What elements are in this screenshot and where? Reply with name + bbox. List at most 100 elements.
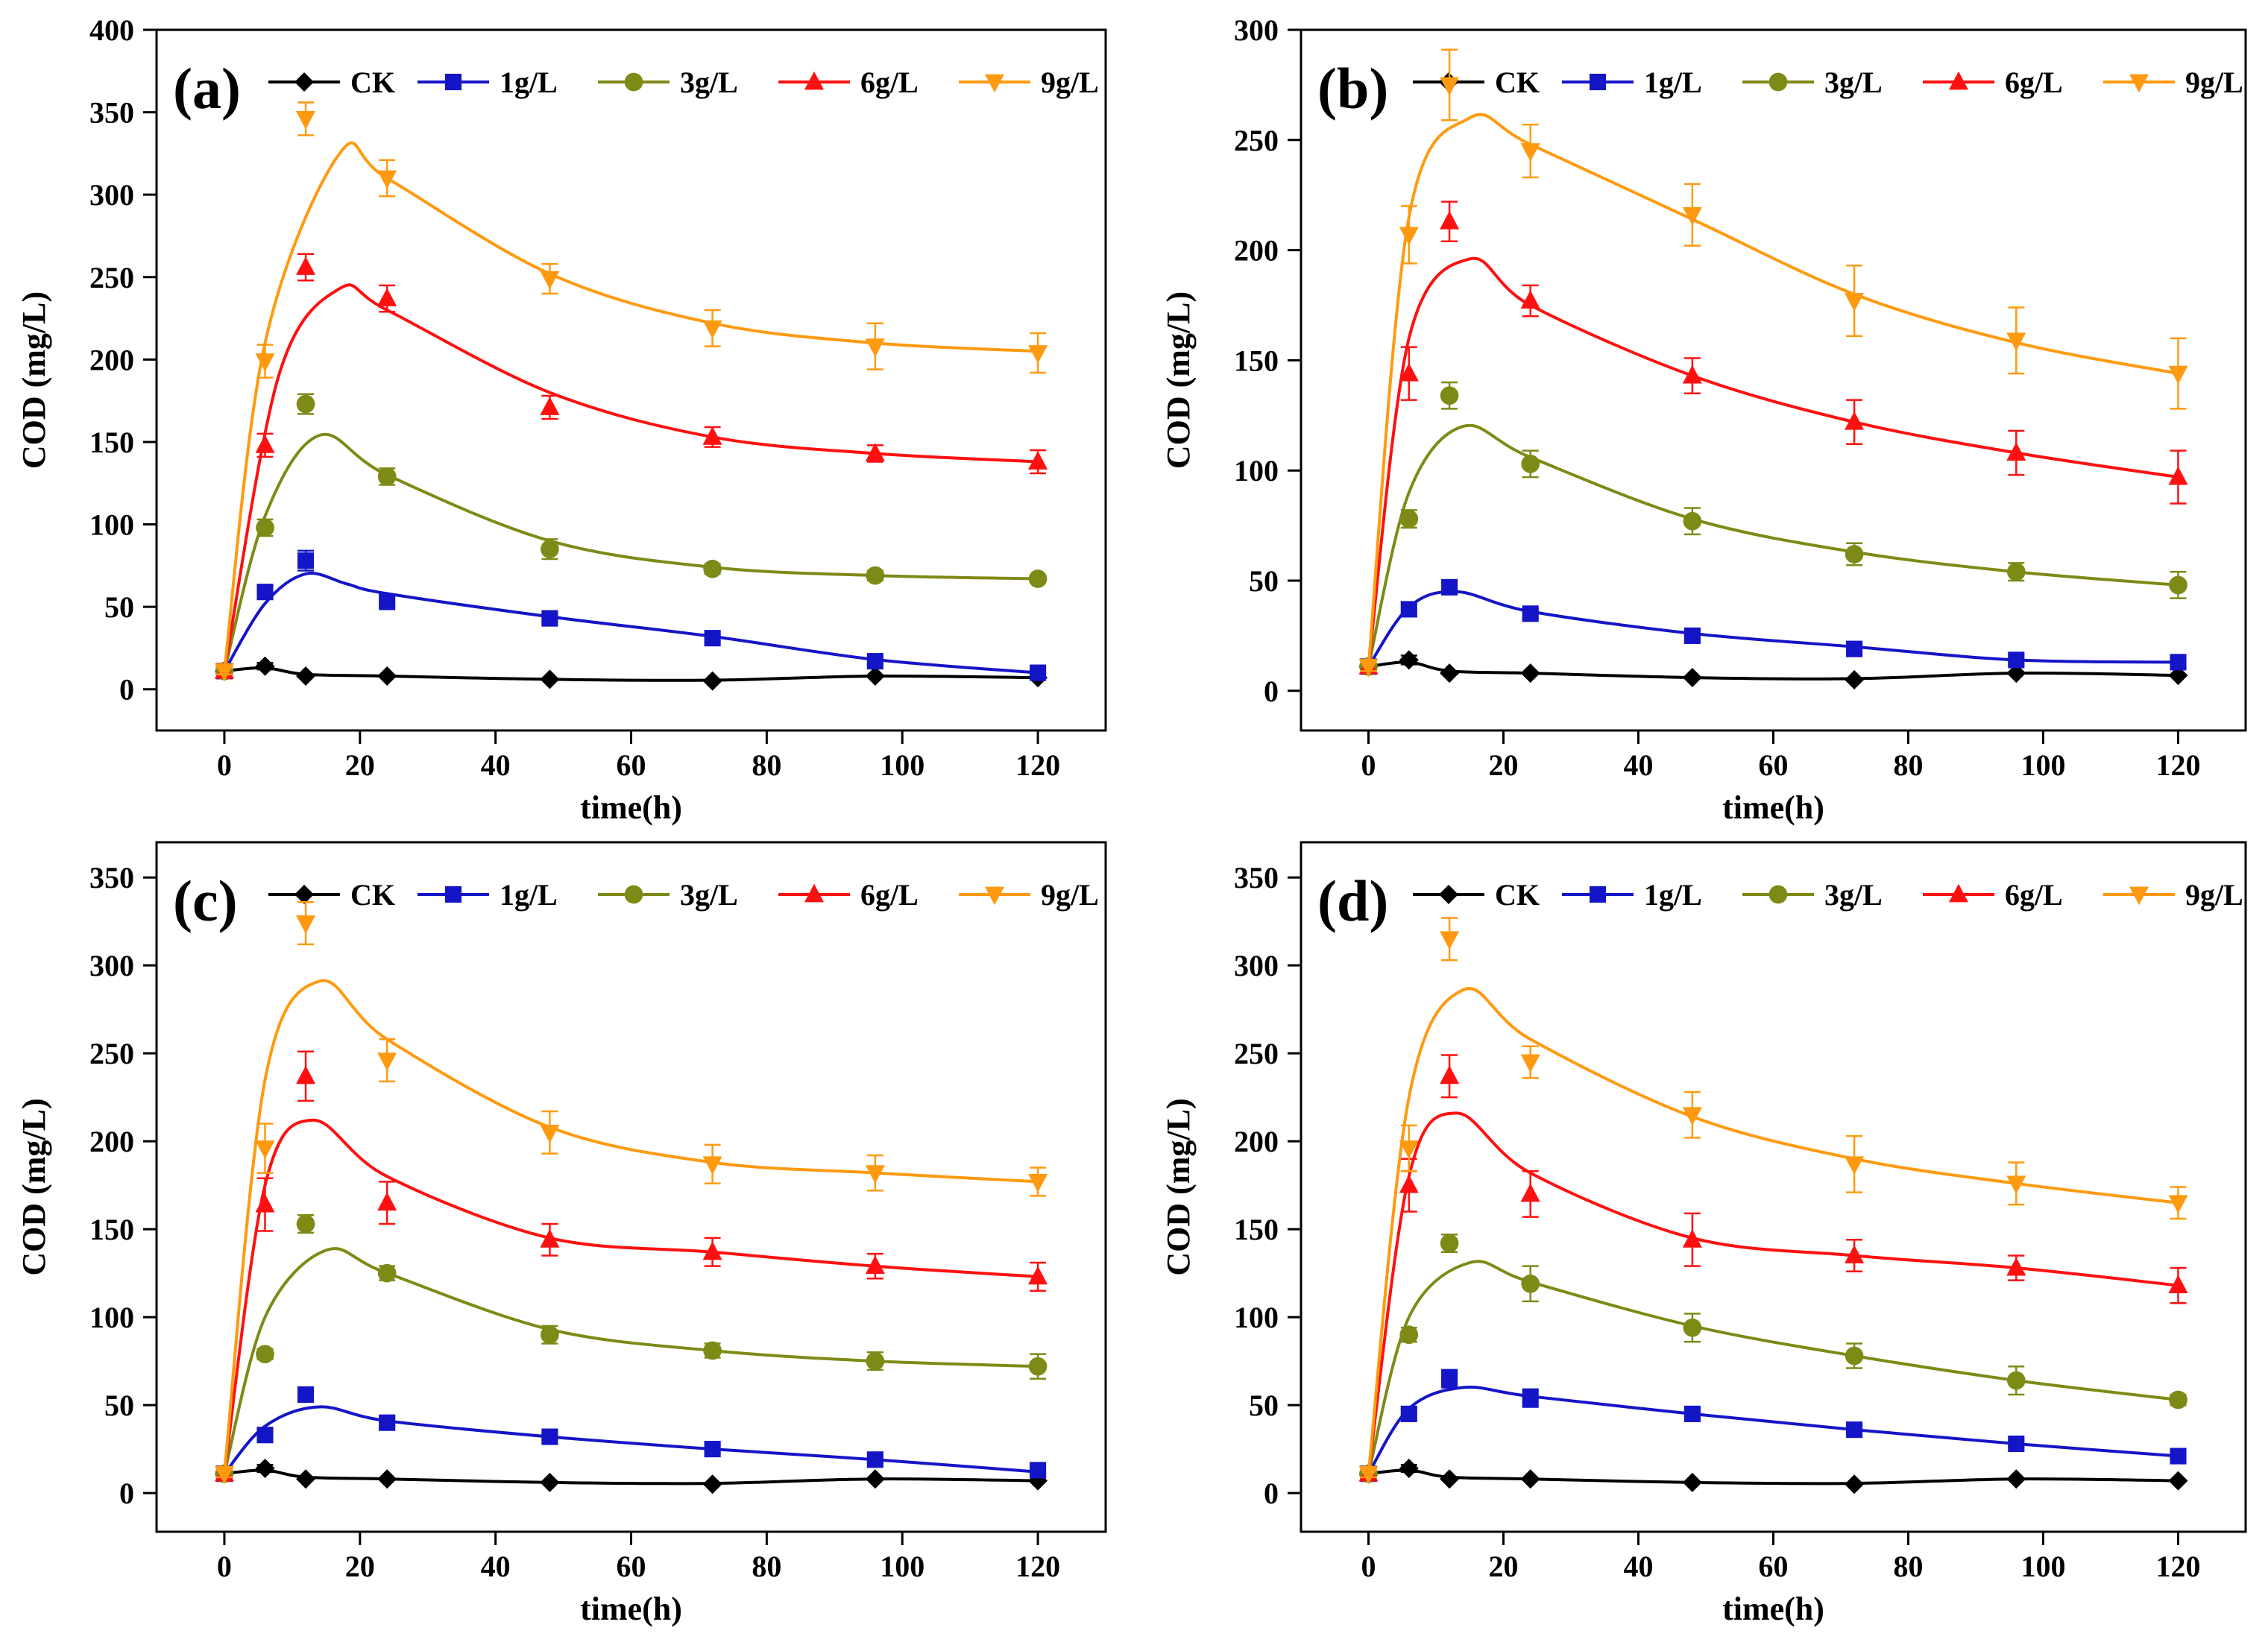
data-point	[1440, 77, 1460, 96]
legend-marker	[624, 885, 643, 904]
chart-panel: 0 20 40 60 80 100 120 0 50 100 150 200 250 300 350 time…	[1160, 841, 2247, 1627]
data-point	[2006, 442, 2026, 461]
data-point	[1440, 210, 1460, 230]
legend-label: 1g/L	[500, 66, 558, 99]
legend-label: 9g/L	[1041, 878, 1099, 912]
y-tick-label: 300	[1234, 13, 1279, 47]
legend-marker	[2129, 886, 2149, 906]
y-tick-label: 0	[119, 1477, 134, 1510]
data-point	[540, 1124, 560, 1143]
data-point	[256, 1345, 274, 1364]
y-tick-label: 350	[89, 861, 134, 894]
data-point	[1683, 1318, 1702, 1337]
data-point	[255, 1140, 275, 1159]
data-point	[703, 1341, 722, 1360]
data-point	[1399, 1459, 1419, 1479]
chart-panel: 0 20 40 60 80 100 120 0 50 100 150 200 250 300 350 time…	[16, 841, 1107, 1627]
data-point	[866, 566, 885, 585]
legend-label: CK	[350, 66, 395, 99]
x-tick-label: 40	[1624, 748, 1654, 782]
data-point	[865, 666, 885, 686]
legend-marker	[444, 886, 462, 903]
series-6g-l	[214, 1050, 1048, 1482]
data-point	[1682, 1228, 1702, 1248]
y-axis-title: COD (mg/L)	[16, 291, 52, 469]
data-point	[2170, 654, 2187, 671]
data-point	[2006, 663, 2026, 684]
fitted-curve	[1368, 1468, 2179, 1486]
legend-marker	[985, 886, 1004, 906]
data-point	[1400, 1405, 1417, 1422]
legend-label: 9g/L	[1041, 66, 1099, 99]
legend-marker	[624, 72, 643, 92]
data-point	[1358, 658, 1379, 678]
x-tick-label: 40	[1624, 1550, 1654, 1583]
data-point	[2006, 562, 2026, 581]
y-tick-label: 100	[89, 508, 134, 542]
data-point	[2168, 1275, 2188, 1294]
y-tick-label: 250	[1234, 1037, 1279, 1070]
data-point	[702, 1156, 722, 1175]
y-tick-label: 50	[104, 590, 134, 624]
data-point	[702, 320, 722, 339]
x-tick-label: 0	[217, 748, 232, 782]
data-point	[2006, 1257, 2026, 1276]
legend-label: 1g/L	[1644, 66, 1702, 99]
x-axis-title: time(h)	[1722, 1591, 1824, 1627]
data-point	[2168, 1471, 2188, 1491]
data-point	[1440, 386, 1459, 405]
plot-frame	[1300, 841, 2247, 1533]
x-axis-title: time(h)	[1722, 789, 1824, 826]
data-point	[1399, 227, 1419, 246]
legend-marker	[2129, 74, 2149, 93]
y-axis-title: COD (mg/L)	[16, 1098, 52, 1275]
data-point	[865, 1255, 885, 1275]
legend-label: 3g/L	[680, 878, 738, 912]
fitted-curve	[1367, 1386, 2179, 1475]
y-tick-label: 250	[89, 261, 134, 294]
x-tick-label: 80	[1894, 1550, 1924, 1583]
data-point	[865, 1165, 885, 1184]
x-tick-label: 120	[2156, 748, 2201, 782]
data-point	[379, 1414, 396, 1431]
panel-label: (c)	[173, 868, 238, 933]
data-point	[865, 1469, 885, 1489]
data-point	[866, 1351, 885, 1371]
data-point	[1683, 627, 1701, 644]
legend-marker	[1768, 72, 1788, 92]
data-point	[1845, 411, 1865, 430]
data-point	[1399, 1325, 1419, 1345]
data-point	[377, 1469, 397, 1489]
y-axis-title: COD (mg/L)	[1160, 1098, 1197, 1275]
data-point	[255, 1459, 275, 1479]
data-point	[377, 1192, 397, 1211]
series-9g-l	[1358, 917, 2188, 1485]
data-point	[1520, 1054, 1540, 1073]
series-6g-l	[1358, 1054, 2188, 1482]
data-point	[2169, 1390, 2187, 1409]
legend-label: 3g/L	[1824, 66, 1883, 99]
data-point	[296, 111, 316, 130]
data-point	[1683, 1405, 1701, 1422]
legend-marker	[1439, 885, 1458, 904]
fitted-curve	[1367, 1260, 2179, 1474]
x-tick-label: 0	[1361, 1550, 1376, 1583]
y-tick-label: 200	[1234, 1125, 1279, 1158]
series-6g-l	[214, 253, 1048, 679]
data-point	[1400, 601, 1417, 618]
x-tick-label: 20	[345, 748, 375, 782]
data-point	[1028, 1174, 1048, 1193]
data-point	[2006, 1371, 2026, 1390]
data-point	[377, 288, 397, 306]
data-point	[1028, 1357, 1048, 1376]
data-point	[2169, 575, 2187, 595]
series-3g-l	[1359, 1233, 2187, 1483]
x-tick-label: 40	[481, 748, 511, 782]
y-tick-label: 50	[1249, 1389, 1279, 1422]
data-point	[1520, 663, 1540, 684]
fitted-curve	[223, 572, 1039, 675]
x-tick-label: 80	[1894, 748, 1924, 782]
data-point	[1845, 293, 1865, 312]
data-point	[377, 666, 397, 686]
x-tick-label: 100	[880, 1550, 924, 1583]
